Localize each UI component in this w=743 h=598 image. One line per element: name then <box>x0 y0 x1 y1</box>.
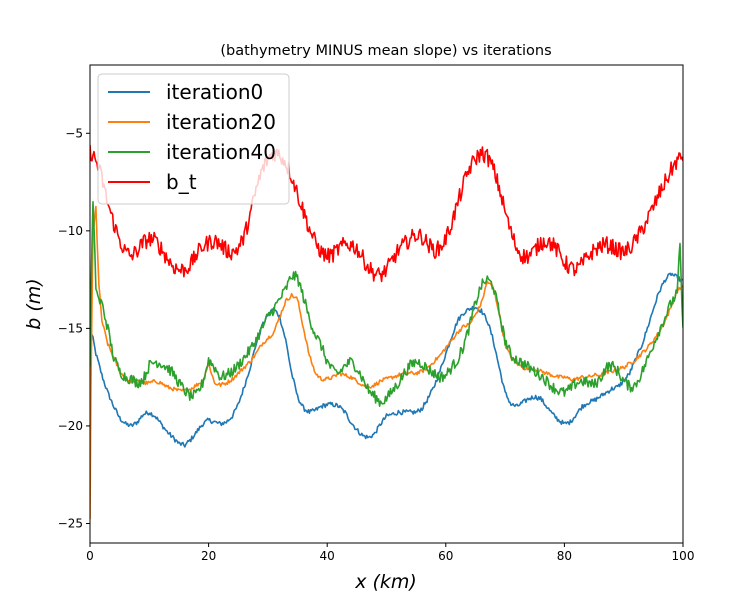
series-line-iteration0 <box>90 272 683 448</box>
x-axis-title: x (km) <box>354 571 417 593</box>
x-tick-label: 80 <box>557 549 572 563</box>
legend-entry-iteration0: iteration0 <box>108 80 263 104</box>
legend-entry-b-t: b_t <box>108 170 197 194</box>
legend: iteration0 iteration20 iteration40 b_t <box>97 73 290 205</box>
legend-entry-iteration40: iteration40 <box>108 140 276 164</box>
series-line-b-t <box>90 144 683 283</box>
x-tick-label: 40 <box>320 549 335 563</box>
legend-label-iteration0: iteration0 <box>166 80 263 104</box>
y-axis-title: b (m) <box>23 278 45 329</box>
y-tick-label: −5 <box>65 126 83 140</box>
x-tick-label: 100 <box>672 549 695 563</box>
y-tick-label: −20 <box>58 419 83 433</box>
legend-box <box>97 73 290 205</box>
plot-area <box>89 64 684 544</box>
x-tick-label: 20 <box>201 549 216 563</box>
legend-label-iteration20: iteration20 <box>166 110 276 134</box>
legend-entry-iteration20: iteration20 <box>108 110 276 134</box>
x-tick-label: 60 <box>438 549 453 563</box>
plot-frame <box>89 64 684 544</box>
y-tick-label: −10 <box>58 224 83 238</box>
y-tick-label: −25 <box>58 516 83 530</box>
x-axis: 0 20 40 60 80 100 <box>86 543 694 563</box>
legend-label-iteration40: iteration40 <box>166 140 276 164</box>
legend-label-b-t: b_t <box>166 170 197 194</box>
y-tick-label: −15 <box>58 321 83 335</box>
x-tick-label: 0 <box>86 549 94 563</box>
chart-title: (bathymetry MINUS mean slope) vs iterati… <box>220 43 551 59</box>
series-layer <box>90 144 683 520</box>
series-line-iteration40 <box>90 201 683 408</box>
y-axis: −25 −20 −15 −10 −5 <box>58 126 90 530</box>
